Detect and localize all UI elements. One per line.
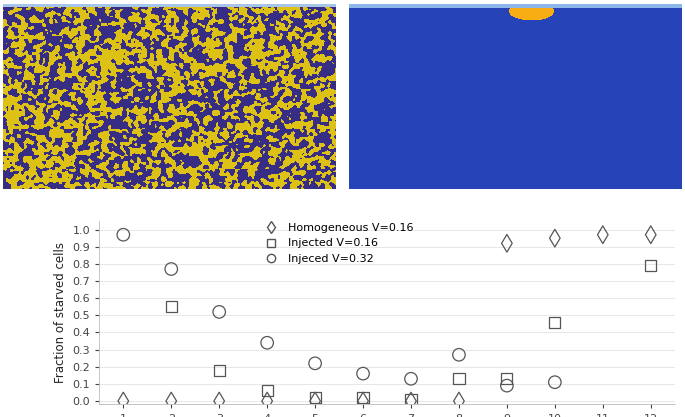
Point [549, 235, 560, 241]
Point [549, 379, 560, 386]
Point [501, 382, 512, 389]
Point [262, 387, 273, 394]
Point [501, 240, 512, 246]
Legend: Homogeneous V=0.16, Injected V=0.16, Injeced V=0.32: Homogeneous V=0.16, Injected V=0.16, Inj… [260, 223, 414, 264]
Point [358, 394, 369, 401]
Point [406, 398, 416, 404]
Point [262, 398, 273, 404]
Point [214, 309, 225, 315]
Point [166, 266, 177, 272]
Point [645, 231, 656, 238]
Point [549, 319, 560, 326]
Point [166, 304, 177, 310]
Point [645, 262, 656, 269]
Point [406, 375, 416, 382]
Point [310, 398, 321, 404]
Point [310, 360, 321, 367]
Y-axis label: Fraction of starved cells: Fraction of starved cells [54, 242, 67, 383]
Point [453, 398, 464, 404]
Point [262, 339, 273, 346]
Point [118, 398, 129, 404]
Point [358, 370, 369, 377]
Point [453, 375, 464, 382]
Point [501, 375, 512, 382]
Point [358, 398, 369, 404]
Point [453, 352, 464, 358]
Point [310, 394, 321, 401]
Point [214, 398, 225, 404]
Point [166, 398, 177, 404]
Point [597, 231, 608, 238]
Point [214, 367, 225, 374]
Point [118, 231, 129, 238]
Point [406, 396, 416, 403]
